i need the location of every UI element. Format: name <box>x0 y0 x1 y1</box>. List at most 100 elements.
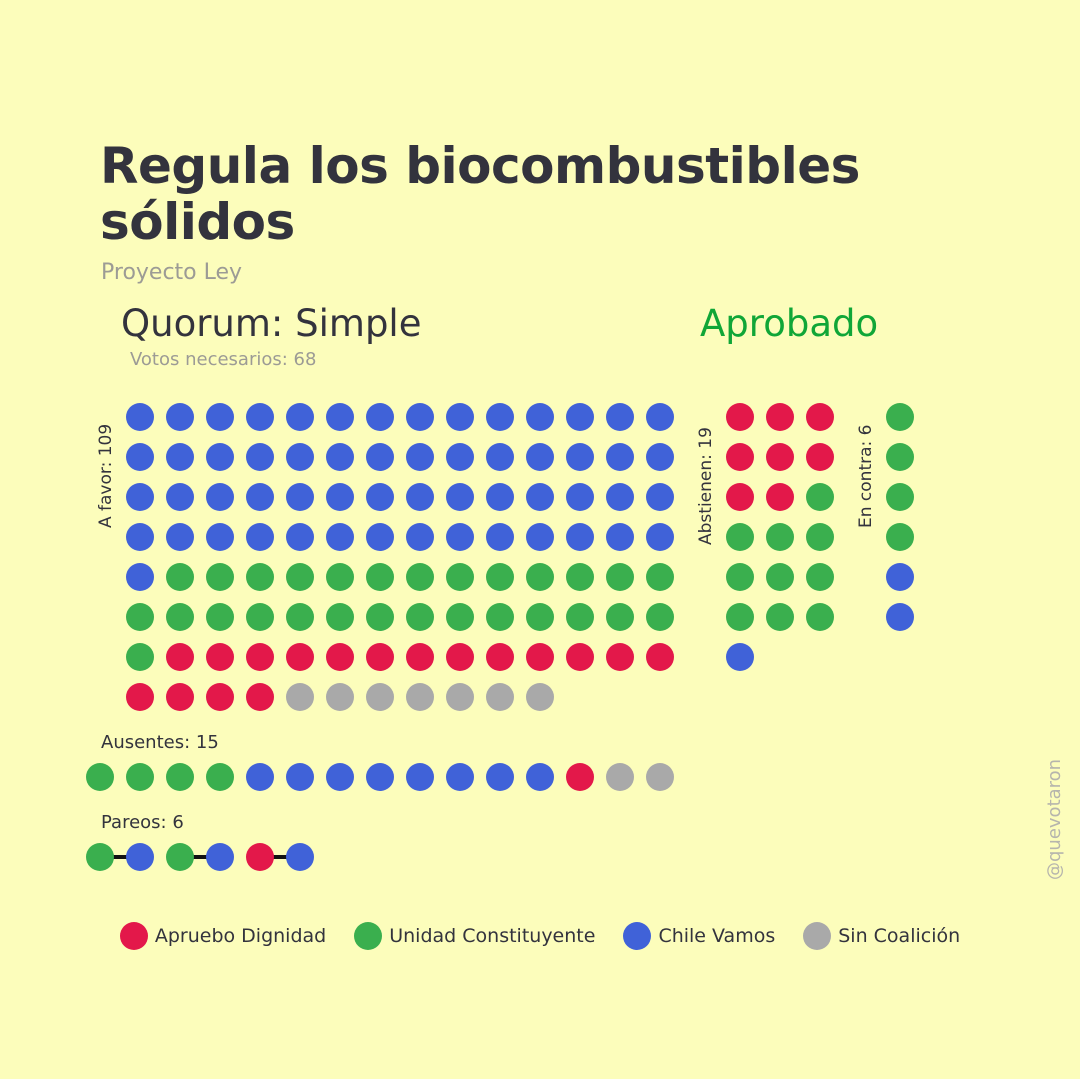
ausente-dot-chile-vamos <box>446 763 474 791</box>
a-favor-dot-apruebo-dignidad <box>366 643 394 671</box>
a-favor-dot-chile-vamos <box>286 403 314 431</box>
a-favor-dot-chile-vamos <box>246 483 274 511</box>
a-favor-dot-chile-vamos <box>486 483 514 511</box>
abstienen-dot-apruebo-dignidad <box>766 483 794 511</box>
a-favor-dot-chile-vamos <box>286 483 314 511</box>
a-favor-dot-unidad-constituyente <box>446 563 474 591</box>
a-favor-dot-unidad-constituyente <box>166 603 194 631</box>
a-favor-dot-chile-vamos <box>206 443 234 471</box>
en-contra-dot-unidad-constituyente <box>886 443 914 471</box>
a-favor-dot-chile-vamos <box>526 483 554 511</box>
a-favor-dot-chile-vamos <box>326 523 354 551</box>
a-favor-dot-chile-vamos <box>606 443 634 471</box>
a-favor-dot-unidad-constituyente <box>446 603 474 631</box>
a-favor-dot-unidad-constituyente <box>366 563 394 591</box>
chart-title: Regula los biocombustibles sólidos <box>100 137 860 251</box>
a-favor-dot-unidad-constituyente <box>246 563 274 591</box>
a-favor-dot-chile-vamos <box>366 523 394 551</box>
abstienen-dot-apruebo-dignidad <box>806 443 834 471</box>
abstienen-dot-unidad-constituyente <box>806 523 834 551</box>
legend-label: Apruebo Dignidad <box>154 925 327 947</box>
a-favor-dot-chile-vamos <box>566 403 594 431</box>
a-favor-dot-chile-vamos <box>126 563 154 591</box>
a-favor-dot-apruebo-dignidad <box>326 643 354 671</box>
a-favor-dot-apruebo-dignidad <box>286 643 314 671</box>
abstienen-dot-unidad-constituyente <box>766 523 794 551</box>
abstienen-dot-chile-vamos <box>726 643 754 671</box>
a-favor-dot-apruebo-dignidad <box>446 643 474 671</box>
a-favor-dot-chile-vamos <box>446 443 474 471</box>
a-favor-dot-apruebo-dignidad <box>206 643 234 671</box>
a-favor-dot-chile-vamos <box>326 483 354 511</box>
abstienen-dot-apruebo-dignidad <box>726 443 754 471</box>
abstienen-dot-unidad-constituyente <box>726 523 754 551</box>
a-favor-dot-chile-vamos <box>366 403 394 431</box>
result-label: Aprobado <box>700 302 879 345</box>
ausentes-label: Ausentes: 15 <box>101 732 219 753</box>
a-favor-dot-unidad-constituyente <box>646 563 674 591</box>
a-favor-dot-chile-vamos <box>606 523 634 551</box>
ausente-dot-unidad-constituyente <box>126 763 154 791</box>
a-favor-dot-sin-coalicion <box>286 683 314 711</box>
a-favor-dot-chile-vamos <box>406 483 434 511</box>
votos-necesarios-label: Votos necesarios: 68 <box>130 349 317 370</box>
a-favor-dot-unidad-constituyente <box>246 603 274 631</box>
legend-label: Unidad Constituyente <box>389 925 596 947</box>
ausente-dot-chile-vamos <box>486 763 514 791</box>
a-favor-dot-chile-vamos <box>526 523 554 551</box>
a-favor-dot-apruebo-dignidad <box>246 683 274 711</box>
a-favor-dot-chile-vamos <box>366 443 394 471</box>
ausente-dot-chile-vamos <box>326 763 354 791</box>
a-favor-dot-chile-vamos <box>126 443 154 471</box>
ausente-dot-chile-vamos <box>286 763 314 791</box>
ausente-dot-sin-coalicion <box>646 763 674 791</box>
a-favor-dot-unidad-constituyente <box>286 563 314 591</box>
a-favor-dot-chile-vamos <box>206 483 234 511</box>
a-favor-dot-chile-vamos <box>606 403 634 431</box>
a-favor-dot-unidad-constituyente <box>126 643 154 671</box>
a-favor-dot-apruebo-dignidad <box>566 643 594 671</box>
abstienen-dot-unidad-constituyente <box>766 563 794 591</box>
a-favor-dot-unidad-constituyente <box>326 603 354 631</box>
a-favor-dot-sin-coalicion <box>326 683 354 711</box>
pareos-label: Pareos: 6 <box>101 812 184 833</box>
ausente-dot-sin-coalicion <box>606 763 634 791</box>
a-favor-dot-chile-vamos <box>486 443 514 471</box>
a-favor-dot-chile-vamos <box>566 523 594 551</box>
a-favor-dot-sin-coalicion <box>446 683 474 711</box>
a-favor-dot-sin-coalicion <box>486 683 514 711</box>
a-favor-dot-chile-vamos <box>206 403 234 431</box>
a-favor-dot-unidad-constituyente <box>206 563 234 591</box>
a-favor-dot-apruebo-dignidad <box>246 643 274 671</box>
en-contra-dot-chile-vamos <box>886 603 914 631</box>
abstienen-dot-unidad-constituyente <box>766 603 794 631</box>
a-favor-dot-sin-coalicion <box>366 683 394 711</box>
legend-swatch <box>803 922 832 950</box>
ausente-dot-apruebo-dignidad <box>566 763 594 791</box>
a-favor-dot-chile-vamos <box>126 523 154 551</box>
pareo-dot-chile-vamos <box>126 843 154 871</box>
a-favor-dot-unidad-constituyente <box>126 603 154 631</box>
a-favor-dot-chile-vamos <box>526 443 554 471</box>
a-favor-dot-chile-vamos <box>526 403 554 431</box>
legend-item-unidad-constituyente: Unidad Constituyente <box>354 922 595 950</box>
a-favor-dot-unidad-constituyente <box>606 563 634 591</box>
a-favor-dot-unidad-constituyente <box>486 563 514 591</box>
a-favor-dot-chile-vamos <box>286 443 314 471</box>
legend-label: Sin Coalición <box>838 925 961 947</box>
a-favor-dot-sin-coalicion <box>526 683 554 711</box>
en-contra-dot-unidad-constituyente <box>886 483 914 511</box>
pareo-dot-chile-vamos <box>206 843 234 871</box>
a-favor-dot-unidad-constituyente <box>366 603 394 631</box>
abstienen-dot-apruebo-dignidad <box>726 483 754 511</box>
a-favor-dot-unidad-constituyente <box>406 603 434 631</box>
a-favor-dot-unidad-constituyente <box>566 603 594 631</box>
a-favor-dot-chile-vamos <box>246 523 274 551</box>
a-favor-dot-unidad-constituyente <box>486 603 514 631</box>
a-favor-dot-chile-vamos <box>326 443 354 471</box>
a-favor-dot-chile-vamos <box>366 483 394 511</box>
a-favor-dot-chile-vamos <box>646 403 674 431</box>
en-contra-dot-unidad-constituyente <box>886 403 914 431</box>
abstienen-dot-apruebo-dignidad <box>766 443 794 471</box>
a-favor-dot-unidad-constituyente <box>606 603 634 631</box>
